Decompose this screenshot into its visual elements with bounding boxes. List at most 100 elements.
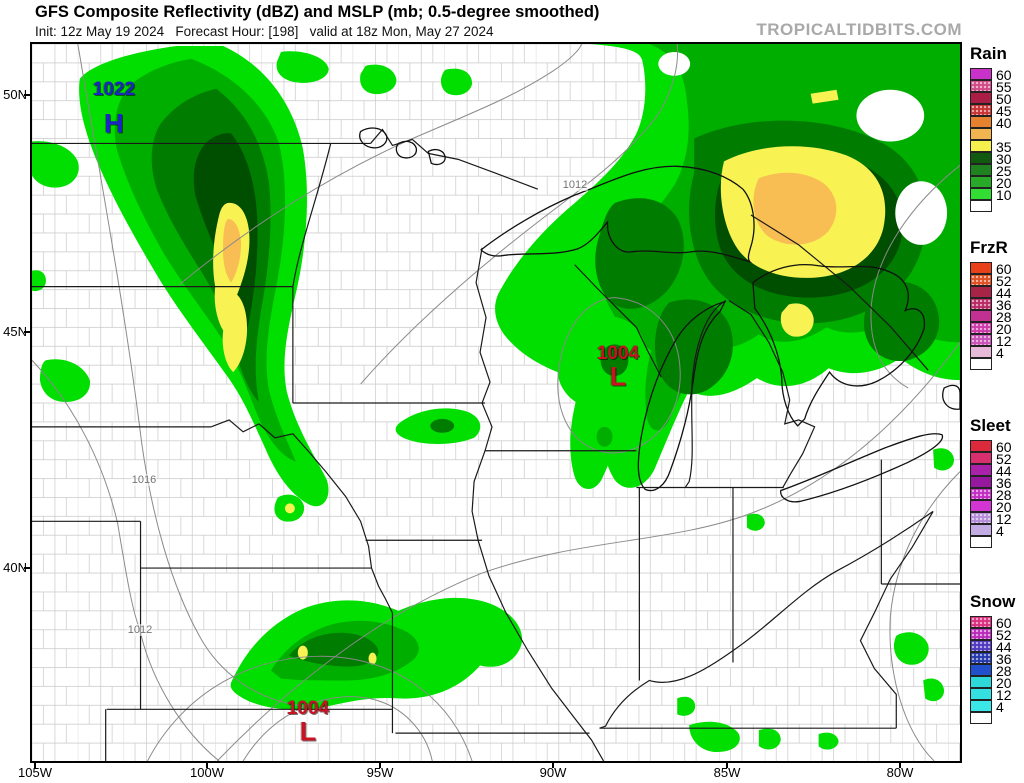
legend-swatch [970,188,992,200]
legend-swatch [970,358,992,370]
lon-tick [726,761,728,768]
legend-swatch [970,286,992,298]
legend-row [968,200,1024,212]
lat-tick [24,331,31,333]
low-pressure-marker-value: 1004 [596,343,640,364]
high-pressure-marker: H [104,108,124,139]
legend-row: 35 [968,139,1024,155]
legend-value: 28 [996,487,1012,503]
legend-swatch [970,140,992,152]
legend-swatch [970,80,992,92]
legend-value: 60 [996,67,1012,83]
map-graphics [32,44,960,761]
legend-section-sleet: Sleet 60 52 44 36 28 20 12 4 [968,416,1024,548]
legend-swatch [970,200,992,212]
legend-swatch [970,452,992,464]
lon-tick [379,761,381,768]
legend-value: 44 [996,285,1012,301]
legend-title-snow: Snow [970,592,1016,611]
legend-swatch [970,688,992,700]
legend-swatch [970,298,992,310]
legend-value: 52 [996,273,1012,289]
legend-value: 28 [996,663,1012,679]
legend-swatch [970,712,992,724]
legend-row: 4 [968,699,1024,715]
lat-tick [24,94,31,96]
low-pressure-marker-value: 1004 [286,698,330,719]
legend-value: 20 [996,675,1012,691]
legend-section-frzr: FrzR 60 52 44 36 28 20 12 4 [968,238,1024,370]
legend-row: 10 [968,187,1024,203]
legend-row: 60 [968,261,1024,277]
lon-tick [552,761,554,768]
legend-swatch [970,536,992,548]
legend-row: 52 [968,627,1024,643]
legend-row: 28 [968,487,1024,503]
legend-swatch [970,640,992,652]
legend-swatch [970,68,992,80]
legend-row: 20 [968,499,1024,515]
lon-tick [206,761,208,768]
legend-row: 52 [968,273,1024,289]
legend-swatch [970,164,992,176]
legend-row: 25 [968,163,1024,179]
lon-label-80W: 80W [886,765,914,780]
legend-row: 44 [968,463,1024,479]
legend-value: 12 [996,687,1012,703]
lon-tick [899,761,901,768]
map-canvas: 1022 H 1004 L 1004 L 1012 1016 1012 [30,42,962,763]
legend-value: 30 [996,151,1012,167]
legend-title-rain: Rain [970,44,1007,63]
legend-row: 36 [968,651,1024,667]
legend-row: 4 [968,523,1024,539]
legend-value: 60 [996,615,1012,631]
legend-swatch [970,334,992,346]
legend-value: 40 [996,115,1012,131]
legend-swatch [970,128,992,140]
legend-row: 28 [968,663,1024,679]
low-pressure-marker: L [299,716,317,747]
legend-value: 25 [996,163,1012,179]
legend-value: 45 [996,103,1012,119]
legend-swatch [970,488,992,500]
legend-row: 45 [968,103,1024,119]
legend-row: 60 [968,615,1024,631]
legend-row: 4 [968,345,1024,361]
legend-swatch [970,346,992,358]
legend-row: 20 [968,675,1024,691]
lon-label-100W: 100W [190,765,224,780]
legend-value: 50 [996,91,1012,107]
legend-row: 20 [968,175,1024,191]
isobar-label: 1012 [561,179,589,191]
legend-value: 20 [996,321,1012,337]
legend-row: 44 [968,285,1024,301]
legend-row: 12 [968,333,1024,349]
legend-row: 44 [968,639,1024,655]
legend-swatch [970,524,992,536]
isobar-label: 1016 [130,474,158,486]
legend-swatch [970,476,992,488]
legend-value: 44 [996,463,1012,479]
legend-value: 52 [996,627,1012,643]
legend-row: 60 [968,67,1024,83]
low-pressure-marker: L [609,361,627,392]
legend-row: 60 [968,439,1024,455]
legend-row [968,358,1024,370]
legend-swatch [970,464,992,476]
legend-value: 28 [996,309,1012,325]
legend-value: 36 [996,297,1012,313]
legend-row: 55 [968,79,1024,95]
legend-value: 52 [996,451,1012,467]
lon-tick [34,761,36,768]
legend-swatch [970,116,992,128]
legend-swatch [970,652,992,664]
legend-swatch [970,92,992,104]
legend-row: 36 [968,475,1024,491]
lat-label-40N: 40N [3,560,27,575]
legend-value: 36 [996,651,1012,667]
legend-swatch [970,628,992,640]
legend-row [968,536,1024,548]
legend-swatch [970,664,992,676]
legend-panel: Rain 60 55 50 45 40 35 30 25 20 10 FrzR 60 52 44 36 28 20… [968,0,1024,783]
legend-value: 35 [996,139,1012,155]
